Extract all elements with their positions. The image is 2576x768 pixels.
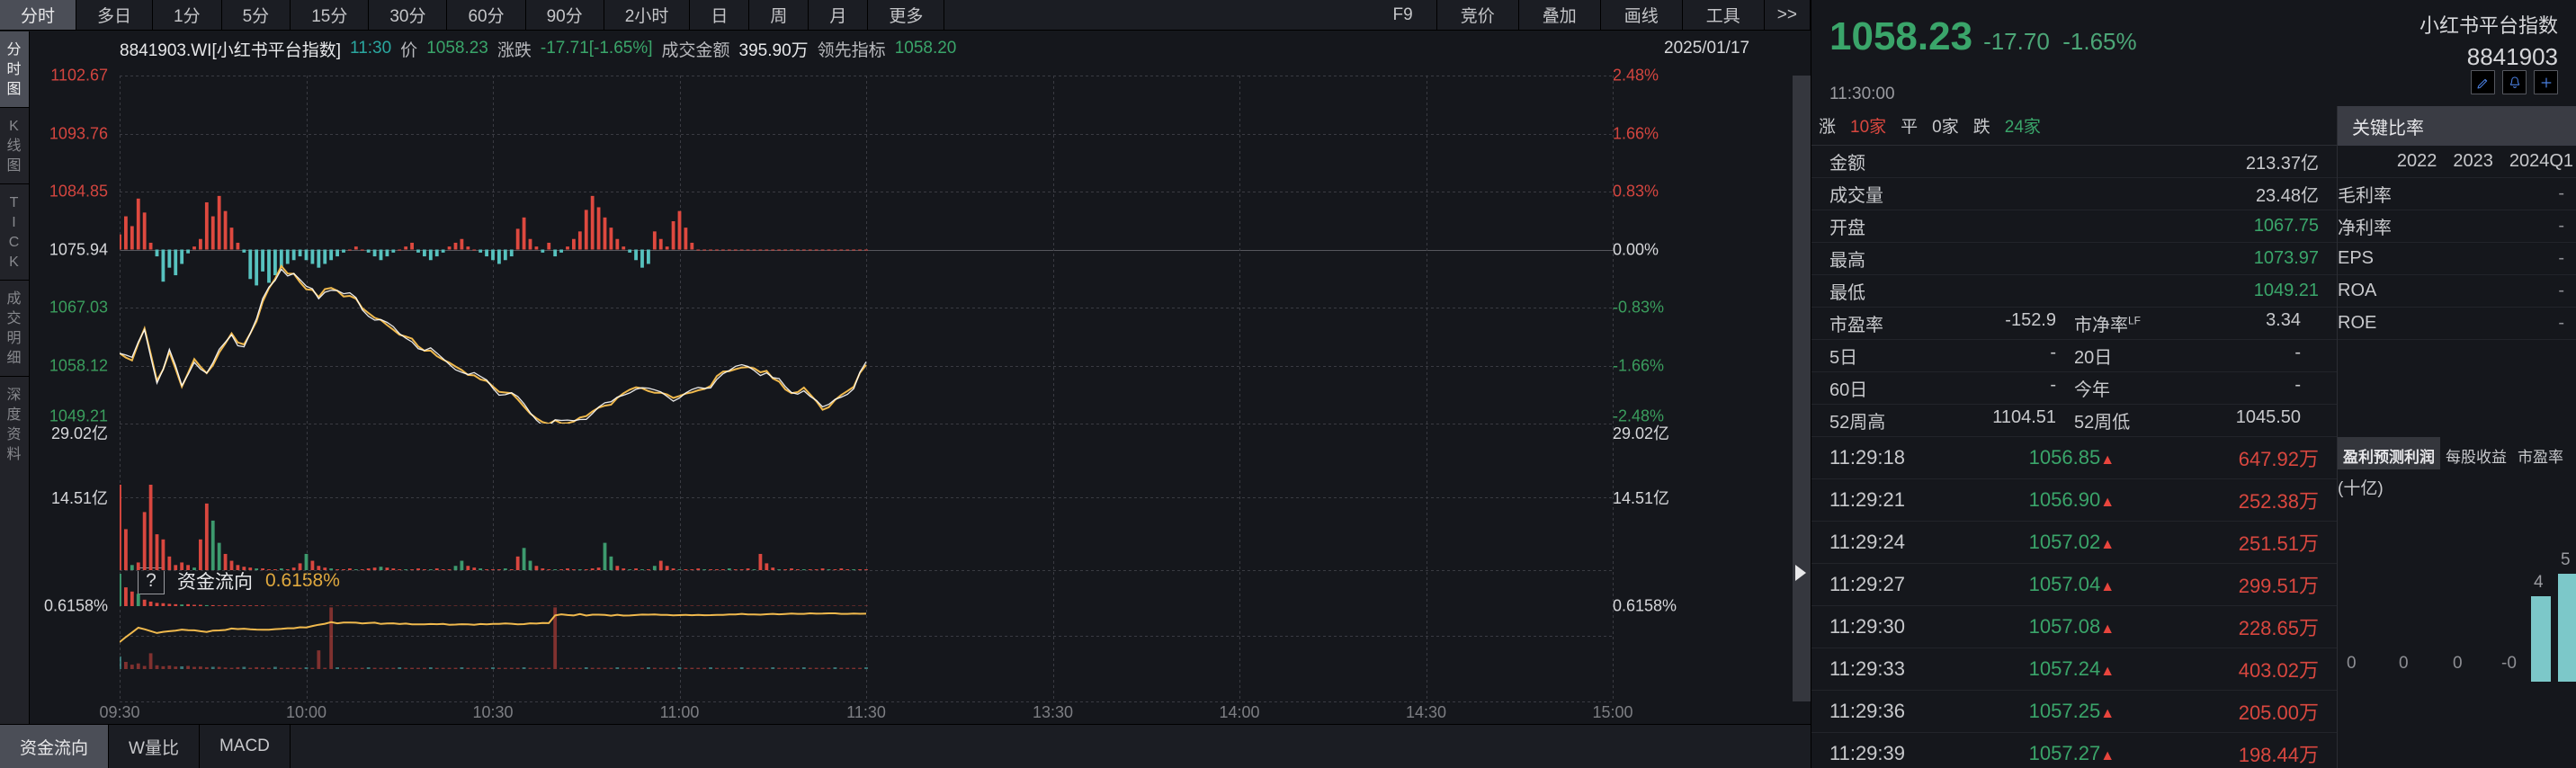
svg-text:0: 0 — [2453, 654, 2463, 673]
svg-text:4: 4 — [2534, 573, 2544, 592]
svg-text:-0: -0 — [2501, 654, 2517, 673]
svg-text:0: 0 — [2399, 654, 2409, 673]
svg-text:5: 5 — [2561, 550, 2571, 569]
svg-text:0: 0 — [2347, 654, 2357, 673]
